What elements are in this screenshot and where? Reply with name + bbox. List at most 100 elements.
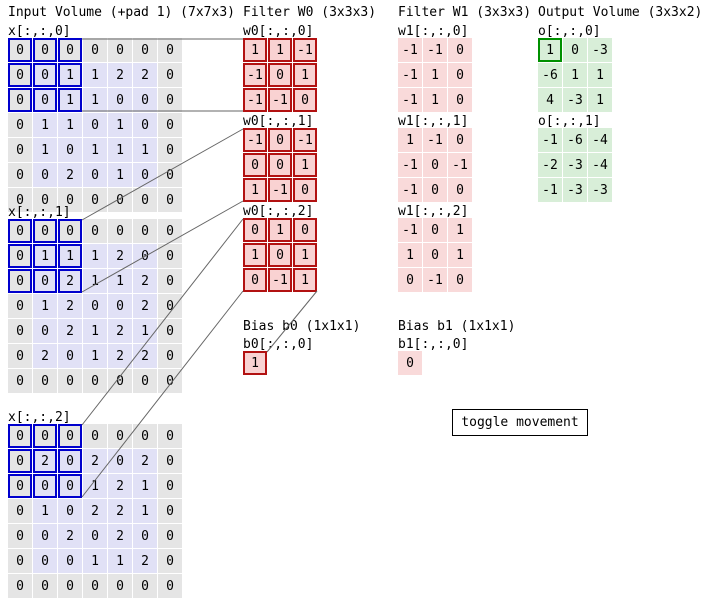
w1-cell: 0 [448,268,472,292]
out-cell: -6 [538,63,562,87]
input-cell: 0 [133,38,157,62]
w1-cell: 1 [448,218,472,242]
w0-cell: 0 [243,153,267,177]
input-cell: 2 [108,474,132,498]
toggle-movement-button[interactable]: toggle movement [452,409,588,436]
input-cell: 0 [158,163,182,187]
w1-cell: 0 [423,178,447,202]
bias-b1-label: b1[:,:,0] [398,337,469,352]
w0-cell: 1 [243,38,267,62]
bias-b0-grid: 1 [243,351,267,375]
input-cell: 0 [58,38,82,62]
input-cell: 0 [158,269,182,293]
w0-cell: -1 [243,63,267,87]
input-cell: 0 [158,88,182,112]
w1-slice-2-label: w1[:,:,2] [398,204,469,219]
input-cell: 0 [33,63,57,87]
w0-cell: 0 [293,218,317,242]
input-cell: 0 [33,549,57,573]
input-cell: 0 [83,574,107,598]
input-cell: 1 [108,549,132,573]
w0-cell: 0 [293,88,317,112]
input-cell: 0 [8,524,32,548]
input-cell: 0 [108,424,132,448]
input-cell: 0 [8,188,32,212]
w0-cell: 1 [293,153,317,177]
input-cell: 0 [158,244,182,268]
w1-cell: 0 [423,243,447,267]
w1-cell: 0 [448,63,472,87]
bias-b1-grid: 0 [398,351,422,375]
input-cell: 1 [133,319,157,343]
w0-cell: -1 [268,268,292,292]
input-cell: 1 [83,138,107,162]
w1-cell: 1 [448,243,472,267]
w0-cell: -1 [293,128,317,152]
input-cell: 0 [58,369,82,393]
input-cell: 0 [33,574,57,598]
w1-cell: 0 [398,351,422,375]
w0-cell: -1 [293,38,317,62]
w0-cell: 0 [243,268,267,292]
input-cell: 0 [8,244,32,268]
input-cell: 2 [83,449,107,473]
input-cell: 2 [33,344,57,368]
input-cell: 0 [8,219,32,243]
input-cell: 0 [108,449,132,473]
w1-cell: 0 [448,178,472,202]
input-cell: 2 [33,449,57,473]
w1-cell: -1 [448,153,472,177]
out-cell: 1 [563,63,587,87]
input-cell: 2 [108,499,132,523]
input-cell: 0 [8,294,32,318]
input-cell: 0 [8,549,32,573]
out-cell: -3 [588,38,612,62]
input-cell: 0 [58,219,82,243]
w0-cell: 1 [293,243,317,267]
output-grid-0: 1 0 -3 -6 1 1 4 -3 1 [538,38,612,112]
input-cell: 0 [8,38,32,62]
input-cell: 0 [58,424,82,448]
out-cell: -3 [563,153,587,177]
input-cell: 0 [108,294,132,318]
w0-cell: 0 [268,243,292,267]
w1-cell: -1 [423,128,447,152]
input-cell: 0 [33,524,57,548]
input-cell: 1 [133,474,157,498]
input-cell: 0 [83,524,107,548]
input-cell: 1 [133,138,157,162]
output-grid-1: -1 -6 -4 -2 -3 -4 -1 -3 -3 [538,128,612,202]
input-cell: 0 [8,499,32,523]
w0-cell: -1 [268,178,292,202]
input-cell: 1 [83,269,107,293]
out-cell: 0 [563,38,587,62]
input-cell: 0 [83,294,107,318]
filter-w1-title: Filter W1 (3x3x3) [398,5,532,20]
w1-cell: 0 [448,38,472,62]
w1-cell: -1 [398,38,422,62]
w0-cell: 1 [243,351,267,375]
input-cell: 2 [83,499,107,523]
output-volume-title: Output Volume (3x3x2) [538,5,703,20]
input-cell: 0 [133,574,157,598]
w0-cell: 0 [243,218,267,242]
input-cell: 0 [158,524,182,548]
input-cell: 2 [58,269,82,293]
input-cell: 1 [33,138,57,162]
input-slice-2-label: x[:,:,2] [8,410,71,425]
input-cell: 1 [83,549,107,573]
input-cell: 1 [83,474,107,498]
input-cell: 0 [158,574,182,598]
w0-cell: 1 [243,178,267,202]
input-slice-0-label: x[:,:,0] [8,24,71,39]
input-cell: 2 [133,269,157,293]
input-cell: 1 [33,113,57,137]
input-cell: 1 [33,499,57,523]
input-cell: 0 [58,138,82,162]
input-cell: 0 [33,424,57,448]
w1-cell: -1 [423,268,447,292]
input-cell: 2 [108,244,132,268]
w0-cell: -1 [268,88,292,112]
input-cell: 0 [133,424,157,448]
input-cell: 0 [58,344,82,368]
